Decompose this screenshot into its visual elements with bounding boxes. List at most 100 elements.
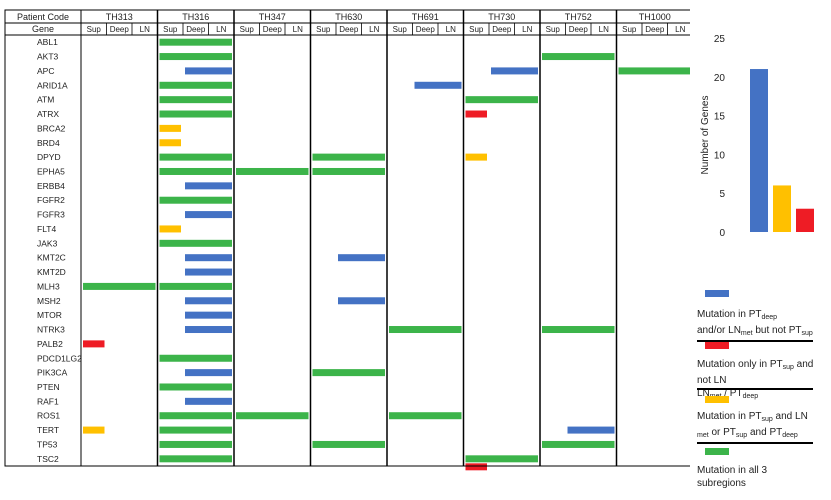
mutation-mark bbox=[83, 340, 105, 348]
mutation-mark bbox=[83, 282, 156, 290]
mutation-mark bbox=[338, 297, 385, 305]
subregion-label: Sup bbox=[163, 25, 178, 34]
grid-border bbox=[4, 9, 690, 467]
mutation-mark bbox=[389, 326, 462, 334]
gene-label-tp53: TP53 bbox=[37, 439, 58, 449]
mutation-mark bbox=[159, 282, 232, 290]
mutation-mark bbox=[491, 67, 538, 75]
y-tick-label: 25 bbox=[714, 34, 726, 45]
gene-label-raf1: RAF1 bbox=[37, 396, 59, 406]
gene-label-pdcd1lg2: PDCD1LG2 bbox=[37, 353, 82, 363]
gene-count-bar-chart: Number of Genes 0 5 10 15 20 25 bbox=[700, 34, 814, 239]
mutation-mark bbox=[159, 38, 232, 46]
mutation-mark bbox=[159, 196, 232, 204]
legend-yellow-sub: sup bbox=[735, 432, 748, 439]
mutation-mark bbox=[159, 167, 232, 175]
subregion-label: LN bbox=[293, 25, 303, 34]
patient-label: TH1000 bbox=[639, 12, 671, 22]
subregion-label: LN bbox=[675, 25, 685, 34]
mutation-mark bbox=[338, 254, 385, 262]
mutation-mark bbox=[159, 153, 232, 161]
mutation-mark bbox=[159, 239, 232, 247]
subregion-label: Sup bbox=[469, 25, 484, 34]
gene-label-mlh3: MLH3 bbox=[37, 281, 60, 291]
mutation-mark bbox=[236, 412, 309, 420]
mutation-mark bbox=[185, 326, 232, 334]
patient-label: TH691 bbox=[412, 12, 439, 22]
mutation-mark bbox=[465, 96, 538, 104]
mutation-heatmap: Patient Code Gene TH313 Sup Deep LN TH316 Sup De… bbox=[4, 9, 690, 471]
subregion-label: LN bbox=[216, 25, 226, 34]
legend-blue-sub: sup bbox=[801, 330, 813, 337]
legend-divider bbox=[697, 340, 813, 342]
subregion-label: Deep bbox=[416, 25, 436, 34]
gene-label-ros1: ROS1 bbox=[37, 411, 60, 421]
patient-label: TH752 bbox=[565, 12, 592, 22]
gene-label-flt4: FLT4 bbox=[37, 224, 56, 234]
legend-blue-part: but not PT bbox=[752, 325, 802, 336]
mutation-mark bbox=[567, 426, 615, 434]
gene-label-msh2: MSH2 bbox=[37, 296, 61, 306]
y-tick-label: 0 bbox=[719, 228, 725, 239]
mutation-mark bbox=[159, 110, 232, 118]
mutation-mark bbox=[159, 139, 181, 147]
subregion-label: Deep bbox=[339, 25, 359, 34]
mutation-mark bbox=[465, 110, 487, 118]
legend-green-part: Mutation in all 3 subregions bbox=[697, 465, 768, 489]
mutation-mark bbox=[465, 153, 487, 161]
gene-label-apc: APC bbox=[37, 66, 54, 76]
mutation-mark bbox=[312, 440, 385, 448]
gene-label-mtor: MTOR bbox=[37, 310, 62, 320]
gene-label-tert: TERT bbox=[37, 425, 59, 435]
gene-label-abl1: ABL1 bbox=[37, 37, 58, 47]
y-tick-label: 15 bbox=[714, 112, 726, 123]
legend-yellow-part: and LN bbox=[772, 411, 808, 422]
mutation-mark bbox=[159, 383, 232, 391]
legend-swatch-green bbox=[705, 448, 729, 455]
subregion-label: LN bbox=[369, 25, 379, 34]
mutation-mark bbox=[312, 167, 385, 175]
gene-label-jak3: JAK3 bbox=[37, 238, 58, 248]
subregion-label: Deep bbox=[645, 25, 665, 34]
gene-label-kmt2c: KMT2C bbox=[37, 253, 66, 263]
subregion-label: LN bbox=[140, 25, 150, 34]
mutation-mark bbox=[185, 67, 232, 75]
bar-red bbox=[796, 208, 814, 232]
mutation-mark bbox=[465, 463, 487, 471]
subregion-label: Sup bbox=[316, 25, 331, 34]
gene-label-brca2: BRCA2 bbox=[37, 123, 66, 133]
subregion-label: LN bbox=[599, 25, 609, 34]
gene-label-ntrk3: NTRK3 bbox=[37, 325, 65, 335]
gene-label-pten: PTEN bbox=[37, 382, 60, 392]
y-tick-label: 5 bbox=[719, 189, 725, 200]
mutation-mark bbox=[389, 412, 462, 420]
bar-blue bbox=[750, 69, 768, 232]
legend-yellow-sub: deep bbox=[782, 432, 798, 439]
mutation-mark bbox=[185, 254, 232, 262]
legend-red-sub: sup bbox=[782, 364, 794, 371]
legend-yellow-sub: sup bbox=[761, 416, 773, 423]
mutation-mark bbox=[159, 412, 232, 420]
subregion-label: Deep bbox=[110, 25, 130, 34]
patient-label: TH347 bbox=[259, 12, 286, 22]
gene-label-atm: ATM bbox=[37, 95, 54, 105]
gene-label-dpyd: DPYD bbox=[37, 152, 61, 162]
legend-swatch-blue bbox=[705, 290, 729, 297]
subregion-label: LN bbox=[446, 25, 456, 34]
mutation-mark bbox=[185, 211, 232, 219]
mutation-mark bbox=[159, 81, 232, 89]
legend-blue-part: and/or LN bbox=[697, 325, 741, 336]
legend-swatch-red bbox=[705, 342, 729, 349]
gene-label-palb2: PALB2 bbox=[37, 339, 63, 349]
legend-text-blue: Mutation in PTdeep and/or LNmet but not … bbox=[697, 308, 817, 340]
legend-red-part: Mutation only in PT bbox=[697, 359, 783, 370]
legend-text-yellow: Mutation in PTsup and LN met or PTsup an… bbox=[697, 410, 817, 442]
mutation-mark bbox=[618, 67, 690, 75]
gene-label-fgfr3: FGFR3 bbox=[37, 210, 65, 220]
legend-blue-sub: deep bbox=[761, 314, 778, 321]
subregion-label: Deep bbox=[186, 25, 206, 34]
legend-red-sub: deep bbox=[742, 393, 759, 400]
gene-label-fgfr2: FGFR2 bbox=[37, 195, 65, 205]
y-axis-label: Number of Genes bbox=[700, 96, 711, 175]
mutation-mark bbox=[159, 455, 232, 463]
